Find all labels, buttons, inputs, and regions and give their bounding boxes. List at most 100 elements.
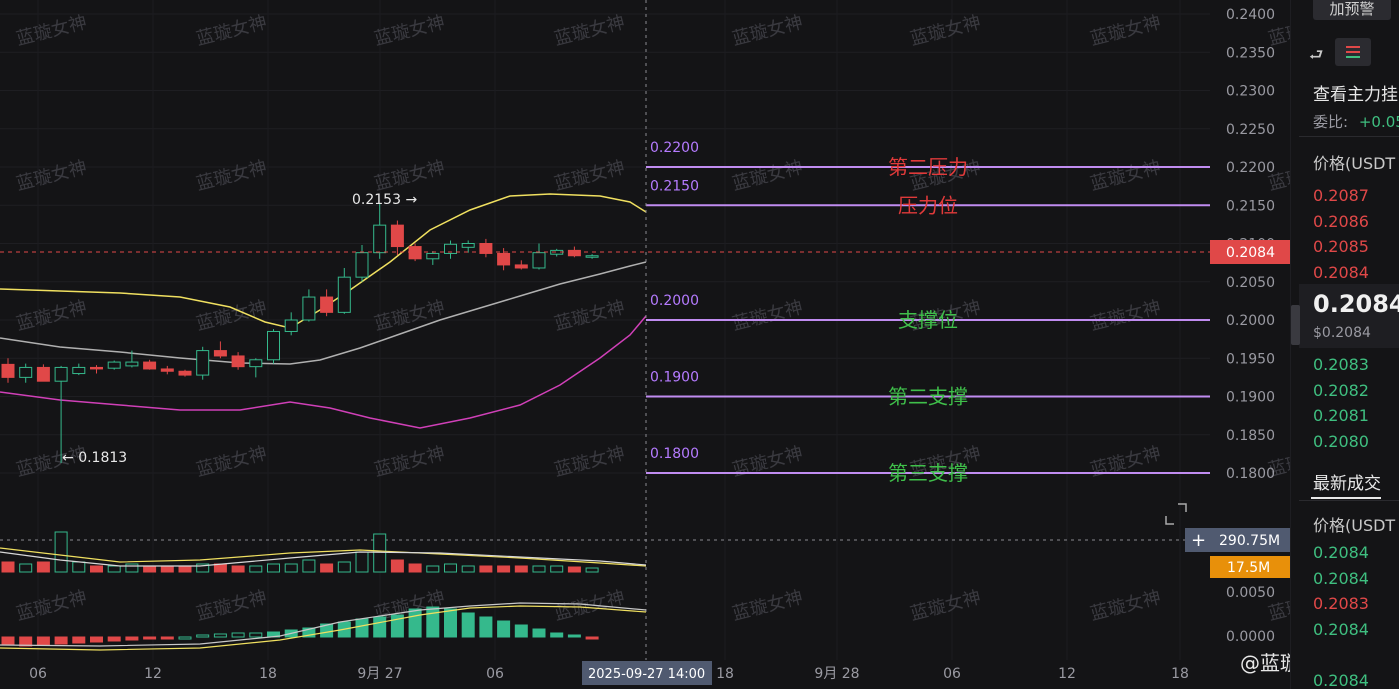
candle-body: [408, 246, 422, 260]
price-tick: 0.2150: [1226, 198, 1275, 214]
volume-bar: [479, 565, 493, 573]
grid-lines: [0, 13, 1210, 474]
active-tab-underline: [1311, 497, 1381, 499]
volume-crosshair-tag: [1210, 528, 1290, 552]
candle-body: [19, 366, 33, 378]
candle-body: [567, 249, 581, 257]
watermark-text: 蓝璇女神: [14, 297, 89, 335]
volume-bar: [302, 559, 316, 573]
volume-bar: [320, 563, 334, 573]
watermark-text: 蓝璇女神: [372, 297, 447, 335]
volume-bar: [143, 565, 157, 573]
last-price-box: [1299, 284, 1399, 348]
indicator-bar: [125, 636, 139, 641]
plus-icon[interactable]: +: [1191, 530, 1206, 551]
volume-bar: [408, 563, 422, 573]
time-tick: 18: [1171, 666, 1189, 682]
watermark-text: 蓝璇女神: [194, 12, 269, 50]
level-lines: 0.2200 第二压力 0.2150 压力位 0.2000 支撑位 0.1900 第二支撑 0.…: [646, 140, 1210, 485]
indicator-bar: [373, 616, 387, 638]
add-crosshair-button[interactable]: [1185, 528, 1210, 552]
watermark-text: 蓝璇女神: [1088, 587, 1163, 625]
band-middle-line: [0, 261, 647, 365]
volume-bar: [90, 565, 103, 573]
watermark-text: 蓝璇女神: [1088, 157, 1163, 195]
volume-bar: [249, 565, 263, 573]
indicator-tick-zero: 0.0000: [1226, 629, 1275, 645]
current-price-tag: [1210, 240, 1290, 264]
author-signature: @蓝璇女神: [1240, 651, 1290, 675]
volume-bar: [213, 563, 227, 573]
watermark-text: 蓝璇女神: [730, 297, 805, 335]
watermark-text: 蓝璇女神: [14, 12, 89, 50]
watermark-text: 蓝璇女神: [730, 443, 805, 481]
level-label: 第二压力: [888, 155, 968, 179]
volume-bar: [337, 561, 351, 573]
level-value: 0.1800: [650, 446, 699, 462]
last-price-usd: $0.2084: [1313, 325, 1371, 341]
watermark-text: 蓝璇女神: [194, 587, 269, 625]
watermark-text: 蓝璇女神: [1088, 297, 1163, 335]
indicator-bar: [320, 623, 334, 638]
bid-price: 0.2082: [1313, 381, 1369, 400]
indicator-bar: [408, 608, 422, 638]
indicator-bar: [567, 634, 581, 638]
time-tick: 12: [1058, 666, 1076, 682]
time-tick: 06: [943, 666, 961, 682]
candle-body: [1, 363, 15, 378]
share-icon[interactable]: ⮐: [1309, 45, 1324, 64]
price-axis: 0.24000.23500.23000.22500.22000.21500.21…: [1226, 7, 1275, 482]
volume-bar: [178, 566, 192, 573]
view-main-orders-link[interactable]: 查看主力挂: [1313, 85, 1398, 105]
time-tick: 06: [29, 666, 47, 682]
indicator-bar: [461, 612, 475, 638]
candle-body: [36, 366, 50, 382]
current-price-tag-text: 0.2084: [1226, 245, 1275, 261]
volume-bar: [284, 563, 298, 573]
volume-bar: [72, 561, 86, 573]
indicator-bar: [1, 636, 15, 646]
indicator-bar: [231, 632, 245, 638]
price-tick: 0.2000: [1226, 313, 1275, 329]
price-tick: 0.1950: [1226, 351, 1275, 367]
volume-bar: [550, 565, 564, 573]
collapse-handle[interactable]: [1291, 305, 1300, 345]
bid-price: 0.2081: [1313, 406, 1369, 425]
expand-icon[interactable]: [1165, 503, 1187, 525]
volume-bars: [1, 531, 599, 573]
indicator-tick-top: 0.0050: [1226, 585, 1275, 601]
latest-trades-tab[interactable]: 最新成交: [1313, 474, 1381, 494]
candle-body: [249, 359, 263, 368]
add-alert-button[interactable]: 加预警: [1313, 0, 1391, 20]
order-book-price-header: 价格(USDT: [1313, 154, 1396, 173]
indicator-bar: [550, 632, 564, 638]
level-label: 压力位: [898, 193, 958, 217]
indicator-bar: [72, 636, 86, 644]
watermark-text: 蓝璇女神: [372, 443, 447, 481]
watermark-text: 蓝璇女神: [1088, 12, 1163, 50]
indicator-line-yellow: [0, 605, 647, 651]
time-tick: 18: [716, 666, 734, 682]
candle-body: [426, 252, 440, 260]
watermark-text: 蓝璇女神: [194, 157, 269, 195]
candle-body: [355, 252, 369, 278]
indicator-bar: [213, 633, 227, 638]
order-book-mode-button[interactable]: [1335, 38, 1371, 66]
order-book-panel: 加预警 ⮐ 查看主力挂 委比: +0.05 价格(USDT 0.2087 0.2…: [1290, 0, 1399, 689]
indicator-bar: [160, 636, 174, 640]
watermark-text: 蓝璇女神: [1088, 443, 1163, 481]
time-tick: 9月 28: [814, 666, 859, 682]
price-tick: 0.1800: [1226, 466, 1275, 482]
indicator-bar: [444, 608, 457, 638]
volume-bar: [426, 565, 440, 573]
price-tick: 0.2350: [1226, 45, 1275, 61]
candle-body: [125, 361, 139, 367]
indicator-bar: [249, 632, 263, 638]
trade-price: 0.2084: [1313, 569, 1369, 588]
volume-bar: [1, 561, 15, 573]
watermark-text: 蓝璇女神: [552, 443, 627, 481]
candle-body: [143, 361, 157, 370]
watermark-text: 蓝璇女神: [372, 157, 447, 195]
candle-body: [54, 366, 68, 382]
